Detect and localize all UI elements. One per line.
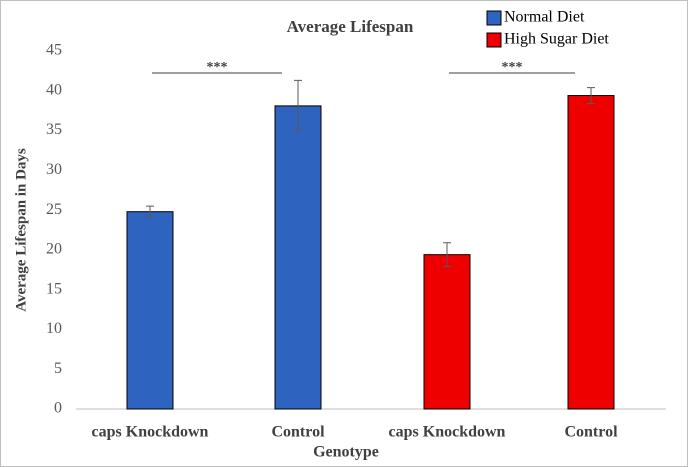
- significance-label: ***: [207, 60, 228, 75]
- bar: [423, 254, 471, 410]
- y-tick-label: 40: [46, 81, 62, 98]
- error-bar: [146, 205, 154, 218]
- bar: [567, 95, 615, 410]
- y-tick-label: 0: [54, 400, 62, 417]
- y-tick-label: 10: [46, 320, 62, 337]
- chart-title: Average Lifespan: [287, 17, 414, 36]
- y-tick-label: 35: [46, 121, 62, 138]
- x-tick-label: caps Knockdown: [389, 424, 506, 441]
- significance-label: ***: [502, 60, 523, 75]
- error-bar: [587, 87, 595, 105]
- y-tick-label: 20: [46, 241, 62, 258]
- legend-label: High Sugar Diet: [504, 31, 609, 48]
- y-tick-label: 45: [46, 42, 62, 59]
- bar: [274, 105, 322, 410]
- x-tick-label: Control: [271, 424, 325, 441]
- error-bar: [294, 79, 302, 132]
- error-bar: [443, 242, 451, 268]
- legend-label: Normal Diet: [504, 9, 585, 26]
- bar: [126, 211, 174, 410]
- y-axis-title: Average Lifespan in Days: [13, 148, 29, 312]
- y-tick-label: 30: [46, 161, 62, 178]
- x-tick-label: Control: [564, 424, 618, 441]
- x-tick-label: caps Knockdown: [92, 424, 209, 441]
- y-tick-label: 5: [54, 360, 62, 377]
- y-tick-label: 25: [46, 201, 62, 218]
- x-axis-title: Genotype: [313, 444, 379, 461]
- legend-swatch: [486, 32, 502, 48]
- y-tick-label: 15: [46, 280, 62, 297]
- legend-swatch: [486, 10, 502, 26]
